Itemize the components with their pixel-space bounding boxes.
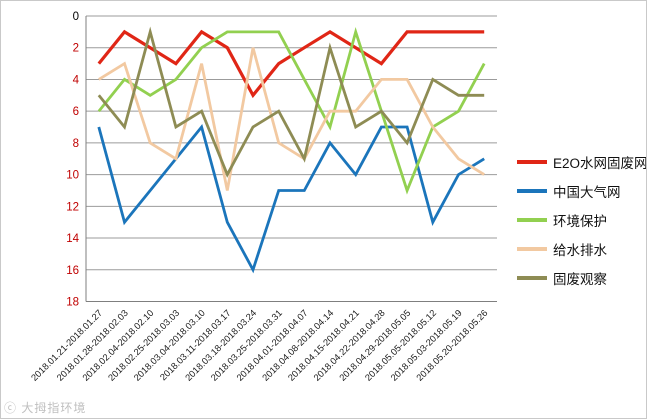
legend-line-swatch-olive	[517, 275, 547, 280]
y-axis-tick-label: 2	[73, 43, 79, 55]
y-axis-tick-label: 16	[66, 265, 79, 277]
legend-label: 固废观察	[553, 271, 607, 287]
y-axis-tick-label: 14	[66, 233, 79, 245]
legend-label: 中国大气网	[553, 184, 621, 200]
legend-label: 环境保护	[553, 213, 607, 229]
legend-line-swatch-red	[517, 159, 547, 164]
series-line-2	[97, 123, 485, 274]
legend-label: E2O水网固废网	[553, 155, 647, 171]
legend-line-swatch-blue	[517, 188, 547, 193]
watermark: ⓒ 大拇指环境	[4, 401, 87, 415]
y-axis-tick-label: 6	[73, 106, 79, 118]
series-line-5	[97, 26, 485, 178]
series-line-4	[98, 47, 485, 191]
legend-item: 给水排水	[517, 238, 646, 259]
y-axis-tick-label: 18	[66, 297, 79, 309]
legend-item: E2O水网固废网	[517, 151, 647, 172]
series-line-1	[97, 29, 485, 99]
series-line-3	[97, 26, 486, 195]
y-axis-tick-label: 4	[73, 74, 80, 86]
y-axis-tick-label: 12	[66, 201, 79, 213]
y-axis-tick-label: 10	[66, 170, 79, 182]
legend-item: 固废观察	[517, 267, 646, 288]
legend-label: 给水排水	[553, 242, 607, 258]
y-axis-tick-label: 0	[73, 11, 79, 23]
legend-line-swatch-tan	[517, 246, 547, 251]
chart-legend: E2O水网固废网 中国大气网 环境保护 给水排水 固废观察	[517, 151, 647, 288]
legend-item: 环境保护	[517, 209, 646, 230]
legend-item: 中国大气网	[517, 180, 646, 201]
y-axis-tick-label: 8	[73, 138, 79, 150]
legend-line-swatch-green	[517, 217, 547, 222]
